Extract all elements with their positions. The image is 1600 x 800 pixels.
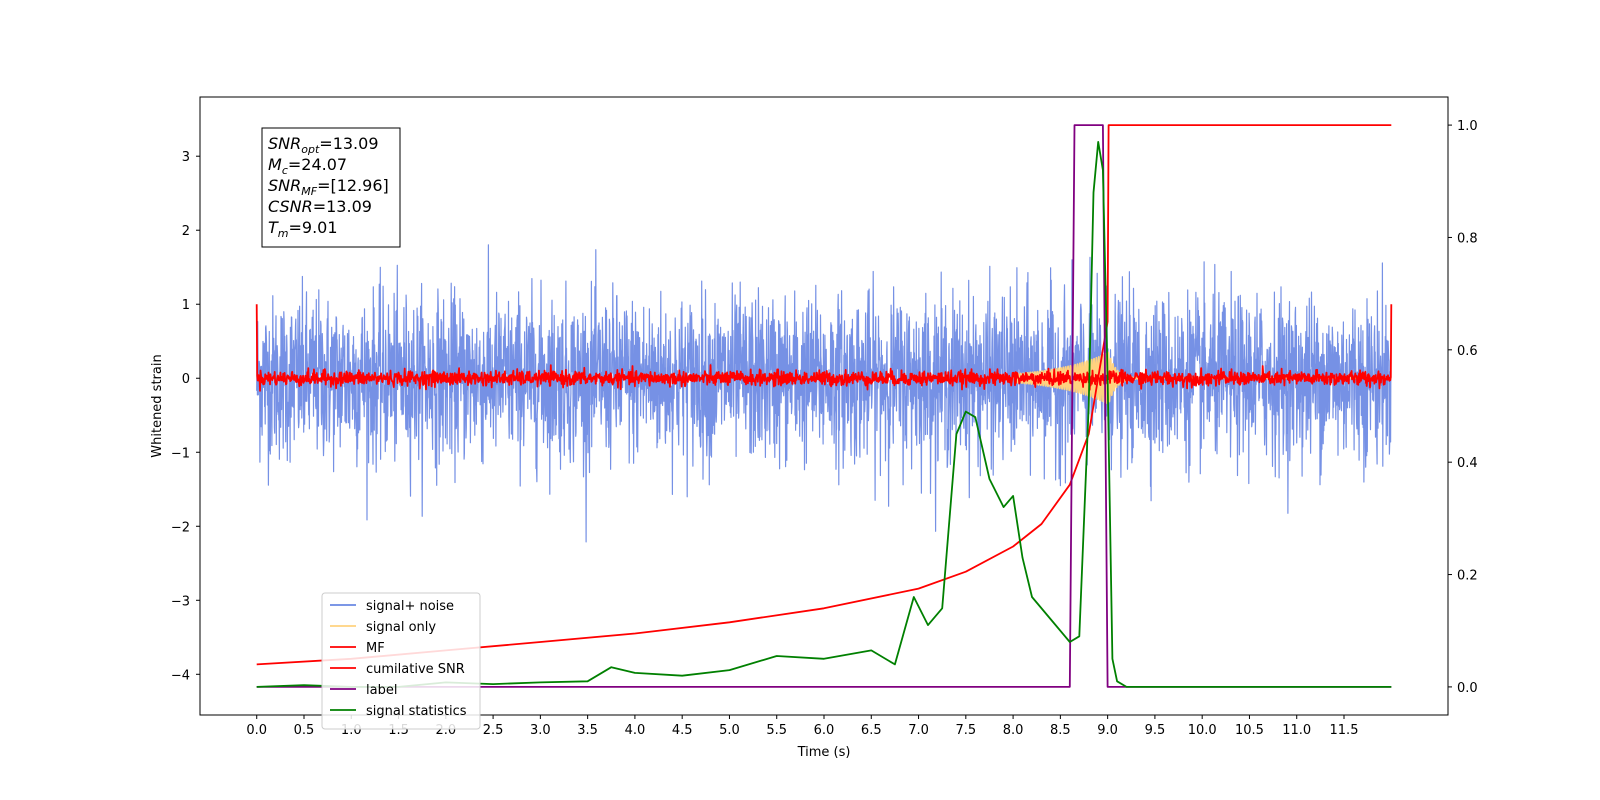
x-tick-label: 8.5 bbox=[1050, 723, 1071, 738]
y-tick-label: −1 bbox=[171, 446, 190, 461]
annotation-line: CSNR=13.09 bbox=[268, 197, 372, 216]
annotation-value: =13.09 bbox=[313, 197, 372, 216]
series-line-cumilative-snr bbox=[256, 124, 1392, 666]
x-tick-label: 5.5 bbox=[766, 723, 787, 738]
legend-label: cumilative SNR bbox=[366, 662, 465, 677]
x-tick-label: 2.5 bbox=[483, 723, 504, 738]
y-right-tick-label: 0.2 bbox=[1457, 569, 1478, 584]
annotation-symbol: M bbox=[268, 155, 282, 174]
series-line-mf bbox=[255, 304, 1393, 392]
x-tick-label: 7.5 bbox=[955, 723, 976, 738]
annotation-box bbox=[261, 127, 401, 248]
y-tick-label: −4 bbox=[171, 668, 190, 683]
legend-label: MF bbox=[366, 641, 385, 656]
y-tick-label: 0 bbox=[182, 372, 190, 387]
y-tick-label: 1 bbox=[182, 298, 190, 313]
y-tick-label: 3 bbox=[182, 150, 190, 165]
annotation-value: =9.01 bbox=[289, 218, 338, 237]
x-tick-label: 9.0 bbox=[1097, 723, 1118, 738]
annotation-line: Tm=9.01 bbox=[268, 218, 338, 240]
y-right-tick-label: 1.0 bbox=[1457, 119, 1478, 134]
legend-label: signal statistics bbox=[366, 704, 467, 719]
x-tick-label: 0.5 bbox=[294, 723, 315, 738]
x-tick-label: 9.5 bbox=[1145, 723, 1166, 738]
legend-box bbox=[321, 592, 481, 730]
x-tick-label: 4.0 bbox=[625, 723, 646, 738]
x-tick-label: 5.0 bbox=[719, 723, 740, 738]
y-tick-label: −3 bbox=[171, 594, 190, 609]
annotation-value: =24.07 bbox=[288, 155, 347, 174]
y-tick-label: −2 bbox=[171, 520, 190, 535]
x-tick-label: 10.5 bbox=[1235, 723, 1264, 738]
y-tick-label: 2 bbox=[182, 224, 190, 239]
x-tick-label: 11.5 bbox=[1330, 723, 1359, 738]
annotation-symbol: CSNR bbox=[268, 197, 313, 216]
annotation-subscript: c bbox=[282, 164, 288, 177]
annotation-value: =13.09 bbox=[319, 134, 378, 153]
y-right-tick-label: 0.0 bbox=[1457, 681, 1478, 696]
y-right-tick-label: 0.8 bbox=[1457, 231, 1478, 246]
x-axis-label: Time (s) bbox=[797, 745, 851, 760]
legend-label: signal+ noise bbox=[366, 599, 454, 614]
x-tick-label: 7.0 bbox=[908, 723, 929, 738]
legend-label: signal only bbox=[366, 620, 436, 635]
y-right-tick-label: 0.6 bbox=[1457, 344, 1478, 359]
annotation-line: SNRopt=13.09 bbox=[268, 134, 379, 156]
y-right-tick-label: 0.4 bbox=[1457, 456, 1478, 471]
legend-label: label bbox=[366, 683, 397, 698]
x-tick-label: 4.5 bbox=[672, 723, 693, 738]
annotation-line: SNRMF=[12.96] bbox=[268, 176, 389, 198]
x-tick-label: 3.0 bbox=[530, 723, 551, 738]
annotation-value: =[12.96] bbox=[317, 176, 389, 195]
x-tick-label: 8.0 bbox=[1003, 723, 1024, 738]
x-tick-label: 0.0 bbox=[246, 723, 267, 738]
x-tick-label: 3.5 bbox=[577, 723, 598, 738]
annotation-symbol: SNR bbox=[268, 176, 301, 195]
series-line-signal-noise bbox=[256, 244, 1392, 543]
x-tick-label: 6.5 bbox=[861, 723, 882, 738]
annotation-symbol: T bbox=[268, 218, 279, 237]
x-tick-label: 10.0 bbox=[1188, 723, 1217, 738]
annotation-symbol: SNR bbox=[268, 134, 301, 153]
annotation-subscript: MF bbox=[301, 185, 317, 198]
series-line-signal-statistics bbox=[256, 141, 1392, 688]
annotation-subscript: m bbox=[278, 227, 289, 240]
annotation-subscript: opt bbox=[301, 143, 320, 156]
y-axis-label: Whitened strain bbox=[150, 354, 165, 457]
x-tick-label: 11.0 bbox=[1282, 723, 1311, 738]
x-tick-label: 6.0 bbox=[814, 723, 835, 738]
annotation-line: Mc=24.07 bbox=[268, 155, 347, 177]
